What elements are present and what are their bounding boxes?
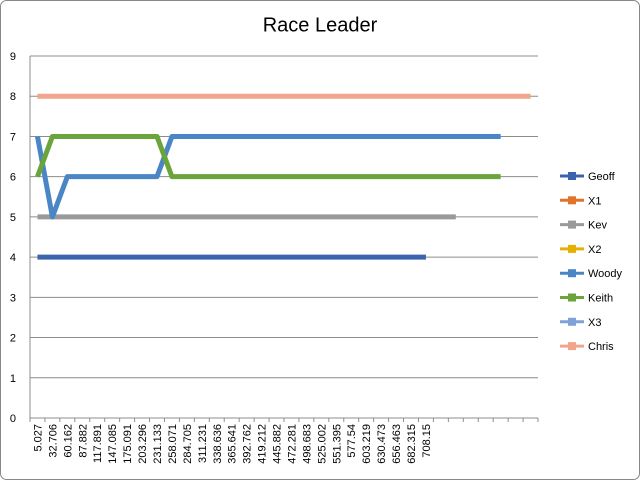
y-tick-label: 3 [10, 292, 16, 304]
x-tick-label: 603.219 [361, 424, 373, 464]
x-tick-label: 472.281 [286, 424, 298, 464]
legend-marker [568, 317, 576, 326]
legend-marker [568, 342, 576, 351]
x-tick-label: 117.891 [92, 424, 104, 463]
y-tick-label: 0 [10, 413, 16, 425]
y-tick-label: 5 [10, 212, 16, 224]
x-tick-label: 445.882 [272, 424, 284, 464]
series-line [35, 133, 501, 220]
y-tick-label: 6 [10, 172, 16, 184]
x-tick-label: 147.085 [107, 424, 119, 464]
legend-marker [568, 220, 576, 229]
x-tick-label: 5.027 [32, 424, 44, 452]
x-tick-label: 284.705 [182, 424, 194, 464]
x-tick-label: 175.091 [122, 424, 134, 464]
y-tick-label: 9 [10, 51, 16, 63]
legend-label: Chris [588, 341, 614, 353]
x-tick-label: 311.231 [197, 424, 209, 463]
x-tick-label: 231.133 [152, 424, 164, 464]
x-tick-label: 708.15 [421, 424, 433, 458]
legend-marker [568, 172, 576, 180]
x-tick-label: 577.54 [346, 424, 358, 458]
x-tick-label: 203.296 [137, 424, 149, 464]
legend-label: X1 [588, 195, 601, 207]
x-tick-label: 551.395 [331, 424, 343, 464]
x-tick-label: 365.641 [227, 424, 239, 464]
series-line [35, 133, 501, 180]
y-tick-label: 7 [10, 131, 16, 143]
x-tick-label: 525.002 [316, 424, 328, 464]
x-tick-label: 656.463 [391, 424, 403, 464]
x-tick-label: 498.683 [301, 424, 313, 464]
y-tick-label: 2 [10, 333, 16, 345]
x-tick-label: 87.882 [77, 424, 89, 458]
legend-marker [568, 196, 576, 205]
legend-label: X2 [588, 244, 601, 256]
y-tick-label: 1 [10, 373, 16, 385]
legend-label: Kev [588, 220, 607, 232]
x-tick-label: 60.162 [62, 424, 74, 458]
x-tick-label: 32.706 [47, 424, 59, 458]
x-tick-label: 682.315 [406, 424, 418, 464]
x-tick-label: 258.071 [167, 424, 179, 464]
legend-marker [568, 244, 576, 253]
x-tick-label: 630.473 [376, 424, 388, 464]
y-tick-label: 8 [10, 91, 16, 103]
legend-label: Geoff [588, 171, 616, 183]
legend-label: Keith [588, 293, 613, 305]
x-tick-label: 338.636 [212, 424, 224, 464]
x-tick-label: 419.212 [257, 424, 269, 464]
x-tick-label: 392.762 [242, 424, 254, 464]
legend-marker [568, 293, 576, 302]
y-tick-label: 4 [10, 252, 16, 264]
legend-label: X3 [588, 317, 601, 329]
legend-marker [568, 269, 576, 278]
legend-label: Woody [588, 268, 623, 280]
chart-title: Race Leader [263, 14, 378, 36]
